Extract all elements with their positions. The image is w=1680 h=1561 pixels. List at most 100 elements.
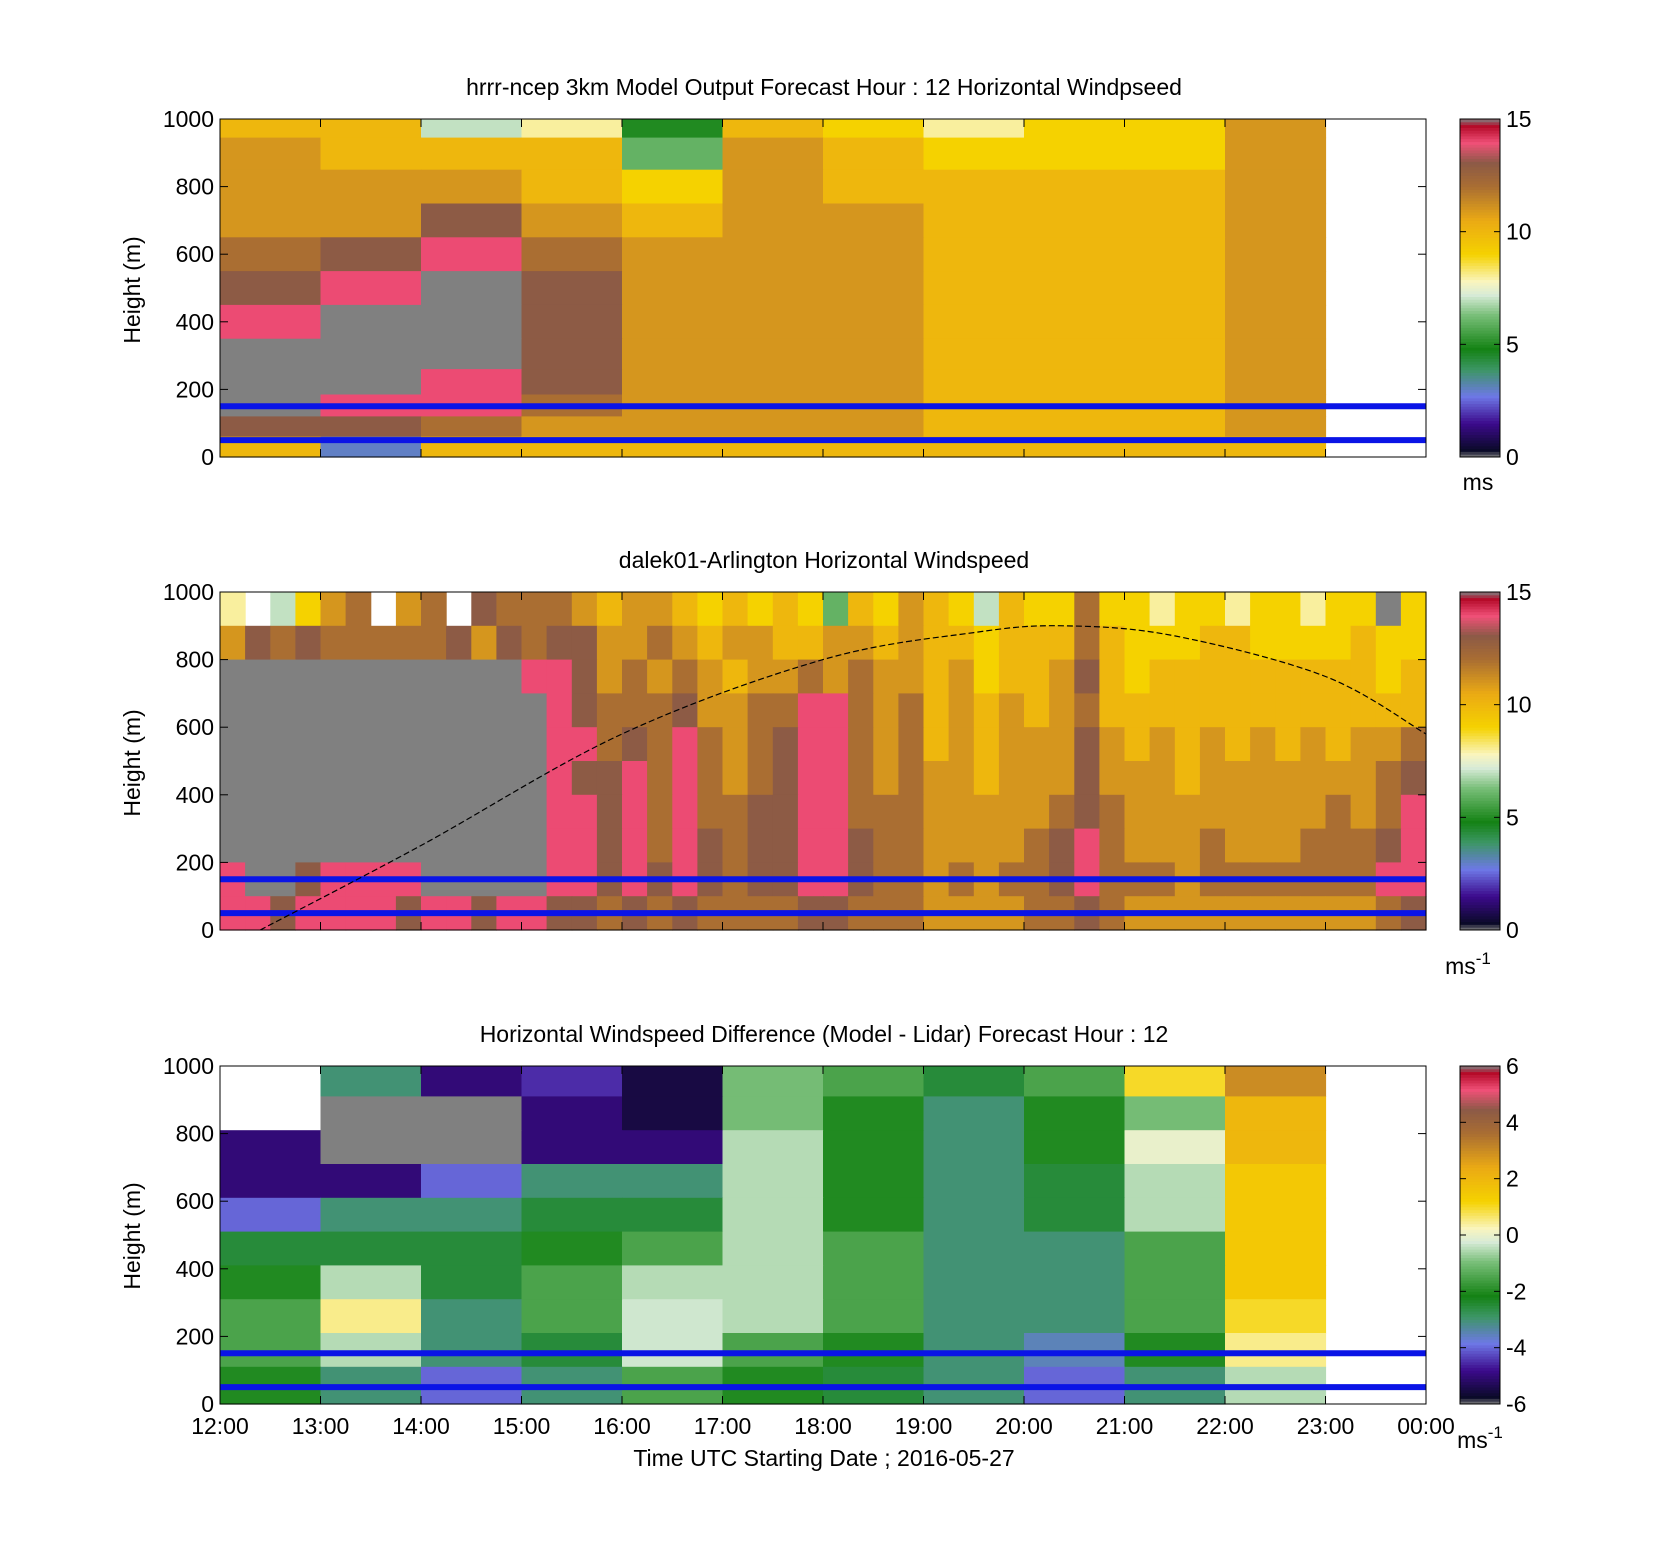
colorbar-segment (1460, 741, 1500, 745)
colorbar-segment (1460, 1082, 1500, 1087)
heatmap-cell (370, 761, 397, 796)
heatmap-cell (596, 659, 623, 694)
heatmap-cell (395, 659, 422, 694)
heatmap-cell (722, 271, 824, 306)
colorbar-segment (1460, 856, 1500, 861)
heatmap-cell (320, 828, 347, 863)
colorbar-segment (1460, 133, 1500, 137)
heatmap-cell (320, 338, 422, 370)
heatmap-cell (421, 659, 447, 694)
colorbar-segment (1460, 704, 1500, 708)
heatmap-cell (622, 119, 724, 139)
y-tick-label: 600 (176, 1188, 214, 1214)
heatmap-cell (596, 592, 623, 627)
heatmap-cell (823, 369, 925, 396)
heatmap-cell (546, 625, 573, 661)
colorbar-segment (1460, 639, 1500, 644)
panel-2-ylabel: Height (m) (119, 709, 145, 816)
colorbar-tick-label: 2 (1506, 1166, 1519, 1192)
x-tick-label: 00:00 (1397, 1413, 1455, 1439)
heatmap-cell (270, 727, 296, 762)
heatmap-cell (1024, 304, 1126, 340)
heatmap-cell (1124, 304, 1226, 340)
colorbar-segment (1460, 1116, 1500, 1121)
colorbar-segment (1460, 1142, 1500, 1146)
colorbar-segment (1460, 1235, 1500, 1239)
heatmap-cell (622, 761, 648, 796)
heatmap-cell (1074, 761, 1100, 796)
colorbar-segment (1460, 924, 1500, 928)
heatmap-cell (823, 137, 925, 171)
heatmap-cell (320, 237, 422, 272)
heatmap-cell (1199, 727, 1226, 762)
colorbar-segment (1460, 265, 1500, 269)
colorbar-segment (1460, 1296, 1500, 1301)
colorbar-tick-label: 15 (1506, 579, 1532, 605)
colorbar-segment (1460, 135, 1500, 140)
colorbar-segment (1460, 400, 1500, 404)
colorbar-segment (1460, 347, 1500, 351)
heatmap-cell (521, 1299, 623, 1334)
heatmap-cell (823, 761, 849, 796)
y-tick-label: 800 (176, 174, 214, 200)
colorbar-segment (1460, 161, 1500, 165)
heatmap-cell (722, 338, 824, 370)
heatmap-cell (1350, 625, 1377, 661)
colorbar-segment (1460, 721, 1500, 725)
heatmap-cell (823, 338, 925, 370)
heatmap-cell (1225, 1299, 1327, 1334)
colorbar-segment (1460, 628, 1500, 632)
heatmap-cell (1325, 693, 1352, 728)
heatmap-cell (1400, 625, 1427, 661)
heatmap-cell (1325, 794, 1352, 830)
colorbar-tick-label: 0 (1506, 1222, 1519, 1248)
colorbar-segment (1460, 1375, 1500, 1380)
panel-3-unit-base: ms (1457, 1427, 1488, 1453)
colorbar-segment (1460, 707, 1500, 711)
heatmap-cell (622, 828, 648, 863)
colorbar-segment (1460, 189, 1500, 193)
heatmap-cell (823, 1130, 925, 1165)
heatmap-cell (496, 625, 523, 661)
heatmap-cell (320, 369, 422, 396)
colorbar-segment (1460, 614, 1500, 618)
heatmap-cell (421, 1066, 523, 1097)
heatmap-cell (220, 1333, 322, 1368)
x-tick-label: 23:00 (1297, 1413, 1355, 1439)
heatmap-cell (421, 1197, 523, 1233)
colorbar-segment (1460, 851, 1500, 855)
heatmap-cell (622, 416, 724, 438)
colorbar-segment (1460, 302, 1500, 306)
colorbar-segment (1460, 1226, 1500, 1230)
y-tick-label: 0 (201, 444, 214, 470)
heatmap-cell (1149, 693, 1176, 728)
heatmap-cell (948, 625, 975, 661)
heatmap-cell (647, 761, 673, 796)
heatmap-cell (772, 592, 799, 627)
heatmap-cell (923, 1066, 1025, 1097)
colorbar-segment (1460, 149, 1500, 154)
colorbar-segment (1460, 825, 1500, 830)
heatmap-cell (1400, 761, 1427, 796)
heatmap-cell (421, 338, 523, 370)
heatmap-cell (747, 828, 774, 863)
heatmap-cell (270, 794, 296, 830)
colorbar-segment (1460, 679, 1500, 683)
colorbar-segment (1460, 127, 1500, 131)
colorbar-segment (1460, 378, 1500, 382)
colorbar-segment (1460, 1282, 1500, 1287)
colorbar-segment (1460, 183, 1500, 188)
heatmap-cell (923, 828, 950, 863)
heatmap-cell (923, 1265, 1025, 1300)
heatmap-cell (320, 592, 347, 627)
heatmap-cell (1225, 169, 1327, 205)
heatmap-cell (421, 1096, 523, 1131)
heatmap-cell (220, 659, 246, 694)
heatmap-cell (722, 1299, 824, 1334)
heatmap-cell (923, 416, 1025, 438)
heatmap-cell (722, 369, 824, 396)
heatmap-cell (797, 625, 824, 661)
heatmap-cell (370, 828, 397, 863)
heatmap-cell (521, 625, 548, 661)
colorbar-segment (1460, 594, 1500, 599)
